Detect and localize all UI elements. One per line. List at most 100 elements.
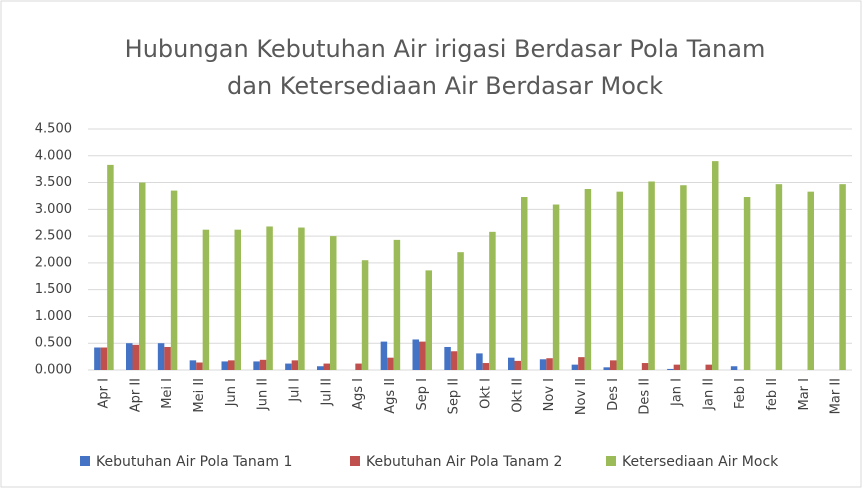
bar (641, 363, 649, 370)
bar (673, 364, 681, 370)
x-tick-label: Des I (606, 378, 621, 411)
x-tick-label: Nov II (574, 378, 589, 415)
bar (298, 227, 305, 370)
bar (839, 184, 846, 370)
bar (584, 188, 592, 370)
x-tick-label: Jul I (287, 378, 302, 403)
legend-swatch (350, 456, 360, 466)
bar (202, 229, 210, 370)
x-tick-label: Ags I (351, 378, 366, 410)
legend-label: Kebutuhan Air Pola Tanam 2 (366, 454, 562, 470)
bar (189, 360, 197, 370)
bar (775, 184, 783, 370)
x-tick-label: Jun I (224, 378, 239, 407)
bar (603, 367, 610, 370)
bar (100, 347, 108, 370)
bar (546, 358, 553, 370)
bar (552, 204, 560, 370)
bar (387, 357, 394, 370)
y-tick-label: 4.500 (35, 122, 72, 137)
bar (221, 361, 228, 370)
bar (730, 366, 738, 370)
bar (355, 363, 362, 370)
bar (457, 252, 464, 370)
bar (444, 346, 451, 370)
bar (419, 341, 426, 370)
bar (514, 360, 521, 370)
bar (508, 357, 515, 370)
y-tick-label: 3.500 (35, 175, 72, 190)
bar (807, 191, 814, 370)
bar (157, 343, 165, 370)
x-tick-label: Jul II (319, 378, 334, 407)
bar (743, 197, 751, 370)
bar (361, 260, 369, 370)
bar (489, 231, 496, 370)
bar (259, 359, 267, 370)
bar (705, 364, 712, 370)
bar (234, 229, 241, 370)
x-tick-label: Jan II (701, 378, 716, 411)
x-tick-label: Jan I (669, 378, 684, 407)
bar (412, 339, 419, 370)
x-tick-label: Des II (638, 378, 653, 415)
bar (253, 361, 260, 370)
bar (680, 185, 687, 370)
bar (317, 366, 324, 370)
x-tick-label: feb II (765, 378, 780, 411)
bar (132, 344, 139, 370)
bar (476, 353, 483, 370)
x-tick-label: Ags II (383, 378, 398, 414)
x-tick-label: Mei I (160, 378, 175, 409)
y-tick-label: 0.500 (35, 336, 72, 351)
bar (94, 347, 101, 370)
chart-title: dan Ketersediaan Air Berdasar Mock (227, 72, 663, 100)
bar (482, 363, 490, 370)
bar (107, 164, 114, 370)
bar (393, 239, 401, 370)
bar (616, 191, 623, 370)
bar (126, 343, 133, 370)
bar (425, 270, 432, 370)
x-tick-label: Jun II (256, 378, 271, 411)
bar (285, 363, 292, 370)
y-tick-label: 4.000 (35, 148, 72, 163)
bar (170, 190, 178, 370)
y-tick-label: 3.000 (35, 202, 72, 217)
x-tick-label: Mar I (797, 378, 812, 411)
x-tick-label: Feb I (733, 378, 748, 409)
bar (380, 341, 388, 370)
legend-swatch (80, 456, 90, 466)
legend-label: Kebutuhan Air Pola Tanam 1 (96, 454, 292, 470)
bar (578, 357, 585, 370)
bar (291, 360, 299, 370)
x-tick-label: Okt II (510, 378, 525, 413)
bar (539, 359, 547, 370)
y-tick-label: 1.000 (35, 309, 72, 324)
chart-title: Hubungan Kebutuhan Air irigasi Berdasar … (125, 35, 766, 63)
bar (712, 161, 719, 370)
x-tick-label: Mei II (192, 378, 207, 413)
x-tick-label: Apr II (128, 378, 143, 412)
x-tick-label: Mar II (829, 378, 844, 414)
bar (450, 351, 458, 370)
bar (139, 182, 146, 370)
bar (164, 346, 171, 370)
y-tick-label: 2.000 (35, 255, 72, 270)
x-tick-label: Sep I (415, 378, 430, 410)
y-tick-label: 1.500 (35, 282, 72, 297)
bar (571, 364, 579, 370)
bar (667, 368, 674, 370)
legend-label: Ketersediaan Air Mock (622, 454, 779, 470)
x-tick-label: Apr I (96, 378, 111, 408)
x-tick-label: Sep II (447, 378, 462, 414)
bar (610, 360, 617, 370)
bar (330, 236, 337, 370)
bar (648, 181, 655, 370)
bar (521, 197, 528, 370)
bar (196, 362, 203, 370)
bar (266, 226, 273, 370)
bar (228, 360, 235, 370)
y-tick-label: 0.000 (35, 363, 72, 378)
